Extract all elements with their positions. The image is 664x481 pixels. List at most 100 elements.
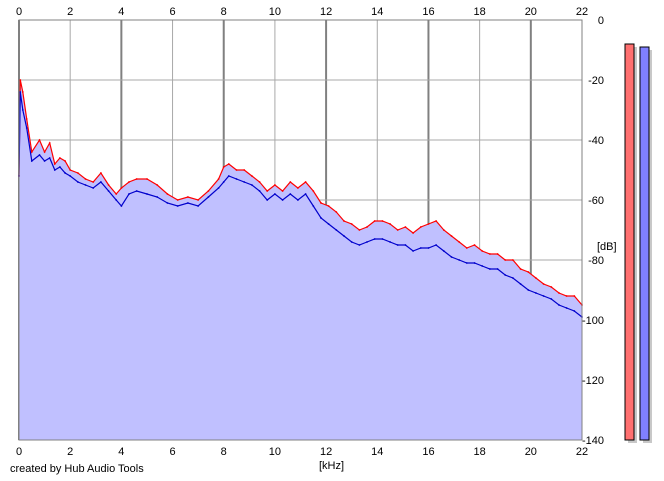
series-2-point (404, 244, 407, 246)
series-2-point (84, 184, 87, 186)
series-1-point (366, 226, 368, 228)
series-2-point (558, 304, 560, 306)
series-1-point (458, 241, 461, 243)
series-2-point (289, 193, 292, 195)
x-tick-label-top: 20 (525, 6, 537, 18)
series-1-point (48, 142, 51, 144)
x-tick-label-top: 14 (371, 6, 383, 18)
series-2-point (38, 154, 41, 156)
series-1-point (274, 184, 276, 186)
series-2-point (435, 244, 437, 246)
x-tick-label-bottom: 8 (221, 446, 227, 458)
series-1-point (135, 178, 138, 180)
series-1-point (573, 295, 576, 297)
series-2-point (156, 196, 159, 198)
series-1-point (504, 259, 507, 261)
x-tick-label-bottom: 16 (422, 446, 434, 458)
series-2-point (565, 307, 568, 309)
x-tick-label-top: 8 (221, 6, 227, 18)
series-1-point (100, 172, 102, 174)
series-2-point (489, 268, 491, 270)
series-2-point (389, 241, 391, 243)
x-tick-label-top: 10 (269, 6, 281, 18)
series-1-point (542, 283, 545, 285)
series-2-point (48, 157, 51, 159)
series-1-point (435, 220, 437, 222)
x-axis-label: [kHz] (319, 460, 344, 472)
series-1-point (266, 190, 269, 192)
series-2-point (251, 184, 253, 186)
series-2-point (21, 109, 24, 111)
series-1-point (19, 79, 22, 81)
x-tick-label-top: 2 (67, 6, 73, 18)
series-2-point (504, 274, 507, 276)
series-lines (18, 79, 583, 318)
series-2-point (227, 175, 230, 177)
series-2-point (366, 241, 368, 243)
y-tick-label: -20 (588, 75, 604, 87)
series-2-point (235, 178, 238, 180)
series-2-point (427, 247, 430, 249)
y-tick-label: -140 (582, 435, 604, 447)
series-1-point (343, 220, 345, 222)
y-tick-label: -100 (582, 315, 604, 327)
series-2-point (146, 193, 148, 195)
series-2-point (573, 310, 576, 312)
series-1-point (535, 277, 537, 279)
series-1-point (512, 259, 514, 261)
series-2-point (527, 289, 530, 291)
x-tick-label-bottom: 12 (320, 446, 332, 458)
series-1-point (519, 268, 522, 270)
series-1-point (442, 229, 445, 231)
y-axis-label: [dB] (597, 241, 617, 253)
series-1-point (465, 247, 468, 249)
series-2-point (450, 256, 453, 258)
series-1-point (77, 172, 79, 174)
x-tick-label-top: 16 (422, 6, 434, 18)
series-1-point (320, 202, 322, 204)
series-1-point (396, 229, 399, 231)
series-1-point (489, 253, 491, 255)
x-tick-label-bottom: 0 (16, 446, 22, 458)
series-1-point (92, 181, 95, 183)
series-2-point (512, 277, 514, 279)
series-2-point (222, 181, 225, 183)
plot-frame (18, 19, 583, 441)
series-2-point (458, 259, 461, 261)
series-2-point (107, 190, 110, 192)
x-tick-label-top: 0 (16, 6, 22, 18)
series-2-point (166, 202, 169, 204)
series-1-point (176, 199, 179, 201)
series-1-point (30, 151, 33, 153)
series-1-point (43, 151, 46, 153)
series-1-point (565, 295, 568, 297)
series-2-point (519, 283, 522, 285)
series-1-point (312, 190, 315, 192)
series-2-point (274, 193, 276, 195)
series-2-point (135, 190, 138, 192)
axes: 002244668810101212141416161818202022220-… (16, 6, 604, 458)
series-1-point (481, 250, 484, 252)
series-1-point (84, 178, 87, 180)
series-1-point (53, 163, 56, 165)
series-1-point (373, 220, 376, 222)
series-2-point (481, 265, 484, 267)
series-2-point (350, 241, 353, 243)
series-2-point (442, 250, 445, 252)
series-1-point (156, 184, 159, 186)
x-tick-label-top: 6 (169, 6, 175, 18)
series-2-point (473, 262, 476, 264)
series-2-point (64, 172, 66, 174)
series-2-point (77, 181, 79, 183)
series-1-point (450, 235, 453, 237)
series-1-point (327, 205, 330, 207)
series-1-point (258, 181, 261, 183)
series-1-point (350, 223, 353, 225)
series-1-point (207, 190, 210, 192)
series-1-point (527, 271, 530, 273)
series-1-point (404, 226, 407, 228)
x-tick-label-top: 12 (320, 6, 332, 18)
series-2-point (30, 160, 33, 162)
level-meter-1 (624, 43, 635, 441)
series-2-point (59, 166, 61, 168)
